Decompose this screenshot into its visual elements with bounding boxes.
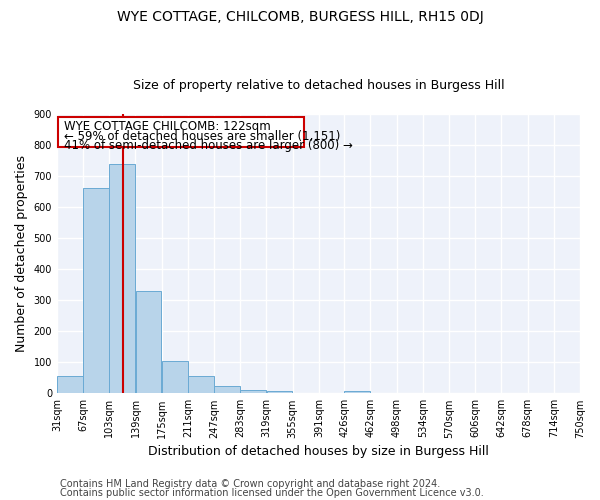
Bar [344,391,370,394]
Bar [136,291,161,394]
Bar [162,360,188,394]
Y-axis label: Number of detached properties: Number of detached properties [15,155,28,352]
Bar [83,188,109,394]
Bar [109,164,136,394]
FancyBboxPatch shape [58,117,304,147]
Bar [188,376,214,394]
Text: Contains HM Land Registry data © Crown copyright and database right 2024.: Contains HM Land Registry data © Crown c… [60,479,440,489]
Text: ← 59% of detached houses are smaller (1,151): ← 59% of detached houses are smaller (1,… [64,130,341,142]
Bar [57,376,83,394]
Text: 41% of semi-detached houses are larger (800) →: 41% of semi-detached houses are larger (… [64,139,353,152]
Text: WYE COTTAGE CHILCOMB: 122sqm: WYE COTTAGE CHILCOMB: 122sqm [64,120,271,133]
Bar [241,390,266,394]
Text: Contains public sector information licensed under the Open Government Licence v3: Contains public sector information licen… [60,488,484,498]
Bar [214,386,240,394]
Text: WYE COTTAGE, CHILCOMB, BURGESS HILL, RH15 0DJ: WYE COTTAGE, CHILCOMB, BURGESS HILL, RH1… [116,10,484,24]
Bar [266,391,292,394]
X-axis label: Distribution of detached houses by size in Burgess Hill: Distribution of detached houses by size … [148,444,489,458]
Title: Size of property relative to detached houses in Burgess Hill: Size of property relative to detached ho… [133,79,504,92]
